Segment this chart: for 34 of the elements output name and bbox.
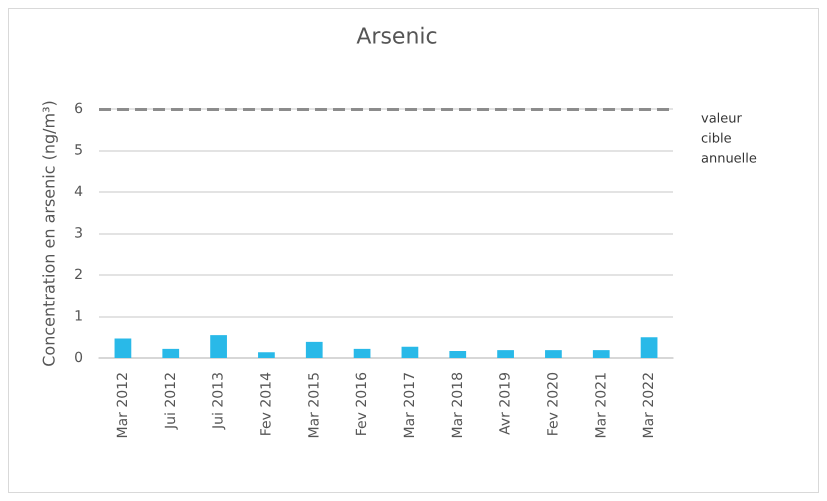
x-tick-label: Avr 2019	[498, 372, 514, 435]
x-tick-label: Fev 2014	[258, 372, 274, 436]
bar	[592, 350, 610, 358]
y-tick-label: 4	[74, 184, 84, 200]
y-tick-label: 6	[74, 101, 84, 117]
bar	[497, 350, 514, 358]
bar	[402, 346, 418, 358]
x-tick-label: Mar 2022	[641, 372, 658, 438]
y-tick-label: 3	[74, 226, 83, 242]
y-tick-label: 2	[74, 267, 83, 283]
bar	[114, 338, 132, 358]
y-tick-label: 0	[74, 350, 83, 366]
x-tick-label: Jui 2013	[210, 372, 227, 430]
bar	[162, 348, 180, 358]
y-tick-label: 1	[74, 308, 83, 324]
ref-line-label: valeur cible annuelle	[701, 112, 757, 166]
x-tick-label: Mar 2012	[114, 372, 131, 438]
bar	[640, 337, 658, 358]
y-axis-title: Concentration en arsenic (ng/m³)	[40, 100, 58, 367]
bar	[545, 350, 562, 358]
bar	[354, 348, 370, 358]
bar	[449, 350, 466, 358]
x-tick-label: Mar 2021	[593, 372, 610, 438]
y-tick-label: 5	[74, 142, 83, 158]
bar	[210, 335, 227, 358]
bar	[306, 342, 323, 358]
x-tick-label: Mar 2015	[306, 372, 322, 438]
chart-title: Arsenic	[356, 24, 438, 50]
x-tick-label: Mar 2018	[450, 372, 466, 438]
x-tick-label: Fev 2020	[545, 372, 562, 436]
x-tick-label: Mar 2017	[402, 372, 418, 438]
x-tick-label: Fev 2016	[354, 372, 370, 436]
x-tick-label: Jui 2012	[162, 372, 179, 430]
bar	[258, 352, 275, 358]
